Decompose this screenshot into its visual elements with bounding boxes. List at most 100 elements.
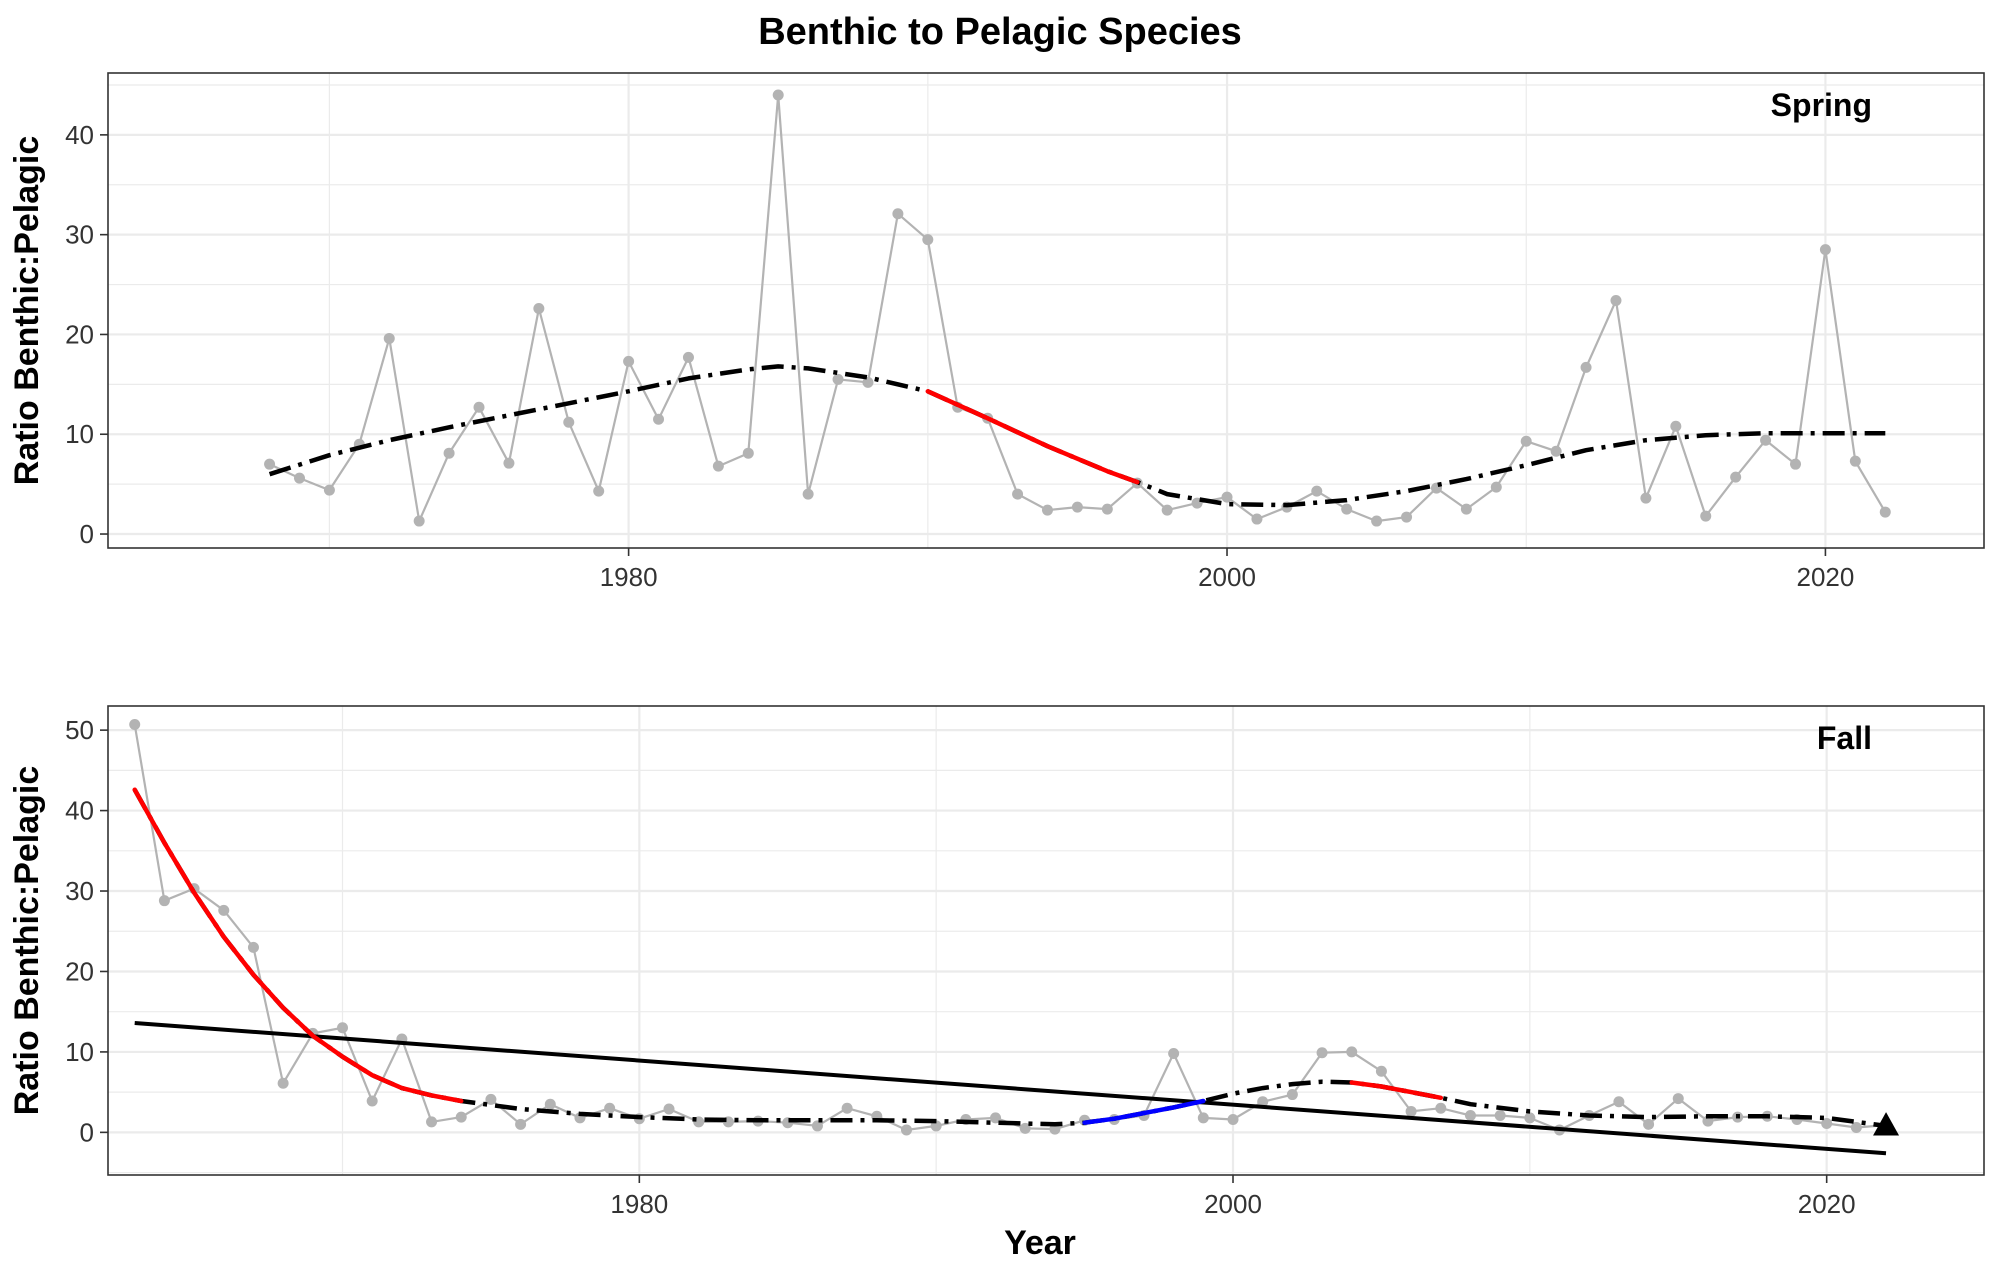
observed-point bbox=[1435, 1102, 1447, 1114]
observed-point bbox=[1672, 1093, 1684, 1105]
observed-point bbox=[663, 1103, 675, 1115]
observed-point bbox=[1490, 481, 1502, 493]
observed-point bbox=[653, 413, 665, 425]
y-tick-label: 0 bbox=[80, 519, 94, 549]
x-tick-label: 2000 bbox=[1204, 1189, 1262, 1219]
observed-point bbox=[1371, 515, 1383, 527]
observed-point bbox=[1760, 434, 1772, 446]
observed-point bbox=[337, 1022, 348, 1034]
observed-point bbox=[832, 373, 844, 385]
observed-point bbox=[366, 1095, 378, 1107]
observed-point bbox=[1041, 504, 1053, 516]
spring-panel: 1980 2000 2020 0 10 20 30 40 Spring Ratio Benthic… bbox=[8, 72, 1985, 592]
observed-point bbox=[1375, 1065, 1387, 1077]
y-tick-label: 10 bbox=[65, 419, 94, 449]
observed-point bbox=[515, 1118, 527, 1130]
observed-point bbox=[503, 457, 515, 469]
observed-point bbox=[158, 895, 170, 907]
x-tick-label: 1980 bbox=[610, 1189, 668, 1219]
observed-point bbox=[1730, 471, 1742, 483]
y-tick-label: 20 bbox=[65, 956, 94, 986]
observed-point bbox=[841, 1102, 853, 1114]
decrease-trend-segment bbox=[1349, 1080, 1444, 1101]
observed-point bbox=[623, 355, 635, 367]
observed-point bbox=[563, 416, 575, 428]
observed-point bbox=[1341, 503, 1353, 515]
observed-point bbox=[900, 1124, 912, 1136]
observed-point bbox=[264, 458, 276, 470]
panel-background bbox=[108, 706, 1984, 1175]
observed-point bbox=[1849, 455, 1861, 467]
observed-point bbox=[1227, 1113, 1239, 1125]
observed-point bbox=[1610, 295, 1622, 307]
observed-point bbox=[682, 351, 694, 363]
observed-point bbox=[1520, 435, 1532, 447]
observed-point bbox=[593, 485, 605, 497]
y-tick-label: 40 bbox=[65, 120, 94, 150]
observed-point bbox=[1197, 1112, 1209, 1124]
decrease-trend-segment bbox=[132, 787, 464, 1104]
observed-point bbox=[1311, 485, 1323, 497]
y-tick-label: 40 bbox=[65, 796, 94, 826]
observed-point bbox=[1019, 1122, 1031, 1134]
y-axis-title: Ratio Benthic:Pelagic bbox=[8, 136, 46, 486]
observed-point bbox=[1613, 1096, 1625, 1108]
panel-border bbox=[107, 72, 1985, 549]
chart-title: Benthic to Pelagic Species bbox=[758, 11, 1242, 53]
observed-point bbox=[1821, 1118, 1833, 1130]
y-tick-label: 20 bbox=[65, 319, 94, 349]
observed-point bbox=[811, 1120, 823, 1132]
observed-point bbox=[1580, 361, 1592, 373]
observed-point bbox=[1346, 1046, 1358, 1058]
observed-point bbox=[1850, 1122, 1862, 1134]
observed-point bbox=[862, 376, 874, 388]
observed-point bbox=[1161, 504, 1173, 516]
observed-point bbox=[413, 515, 425, 527]
observed-point bbox=[129, 719, 141, 731]
observed-point bbox=[1464, 1109, 1476, 1121]
observed-point bbox=[293, 472, 305, 484]
observed-point bbox=[1071, 501, 1083, 513]
observed-point bbox=[473, 401, 485, 413]
y-tick-label: 50 bbox=[65, 715, 94, 745]
observed-point bbox=[1401, 511, 1413, 523]
observed-point bbox=[1168, 1048, 1180, 1060]
observed-point bbox=[1286, 1089, 1298, 1101]
panel-background bbox=[108, 73, 1984, 548]
increase-trend-segment bbox=[1082, 1098, 1206, 1125]
observed-point bbox=[485, 1093, 497, 1105]
x-tick-label: 1980 bbox=[600, 562, 658, 592]
fall-panel: 1980 2000 2020 0 10 20 30 40 50 Fall Ratio Benthic… bbox=[8, 705, 1985, 1219]
panel-border bbox=[107, 705, 1985, 1176]
decrease-trend-segment bbox=[925, 389, 1140, 485]
observed-point bbox=[1257, 1096, 1269, 1108]
observed-point bbox=[443, 447, 455, 459]
smooth-trend-line bbox=[268, 364, 1886, 508]
observed-point bbox=[1460, 503, 1472, 515]
x-tick-label: 2020 bbox=[1798, 1189, 1856, 1219]
observed-point bbox=[1790, 458, 1802, 470]
y-axis-title: Ratio Benthic:Pelagic bbox=[8, 766, 46, 1116]
observed-point bbox=[1405, 1105, 1417, 1117]
observed-point bbox=[990, 1112, 1002, 1124]
observed-point bbox=[1251, 513, 1263, 525]
facet-label-fall: Fall bbox=[1817, 720, 1872, 756]
observed-point bbox=[1700, 510, 1712, 522]
y-tick-label: 30 bbox=[65, 876, 94, 906]
observed-point bbox=[1101, 503, 1113, 515]
observed-point bbox=[922, 234, 934, 246]
observed-point bbox=[277, 1077, 289, 1089]
observed-point bbox=[455, 1111, 467, 1123]
x-tick-label: 2020 bbox=[1797, 562, 1855, 592]
observed-point bbox=[1550, 445, 1562, 457]
observed-point bbox=[712, 460, 724, 472]
observed-point bbox=[383, 332, 395, 344]
observed-point bbox=[1670, 420, 1682, 432]
observed-point bbox=[772, 89, 784, 101]
observed-point bbox=[323, 484, 335, 496]
linear-trend-line bbox=[134, 1021, 1887, 1156]
observed-point bbox=[1494, 1109, 1506, 1121]
observed-point bbox=[1316, 1047, 1328, 1059]
observed-point bbox=[1012, 488, 1024, 500]
